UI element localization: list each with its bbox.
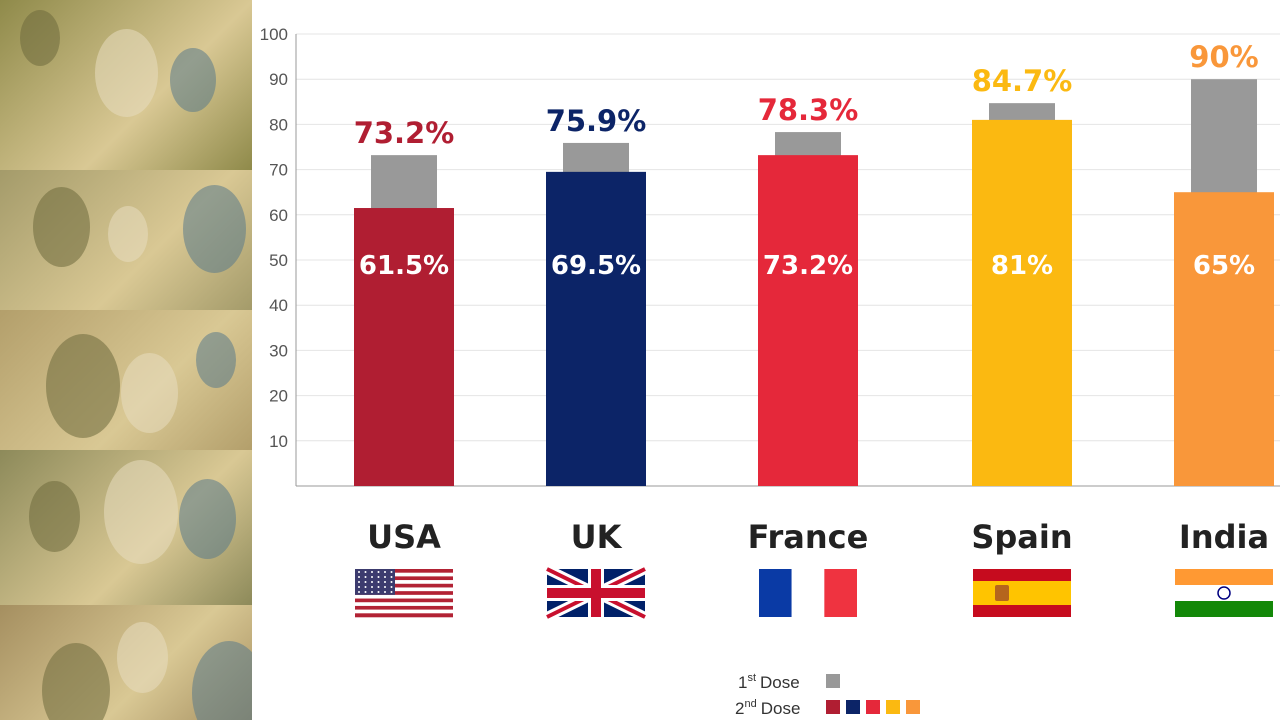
bars [354,79,1274,487]
legend-second-dose-swatch [906,700,920,714]
legend: 1st Dose 2nd Dose [735,672,920,718]
inner-value-label: 69.5% [551,251,641,281]
inner-value-label: 73.2% [763,251,853,281]
photo-tile [0,450,252,608]
legend-second-dose-label: 2nd Dose [735,698,800,718]
legend-first-dose-swatch [826,674,840,688]
spain-flag [973,569,1071,617]
photo-figure [196,332,236,388]
legend-second-dose-swatch [886,700,900,714]
photo-figure [170,48,216,113]
top-value-label: 73.2% [354,116,455,150]
legend-second-dose-swatch [826,700,840,714]
category-label: France [748,518,869,556]
photo-tile [0,0,252,173]
y-tick-label: 80 [269,115,288,134]
uk-flag [544,564,648,622]
top-value-label: 75.9% [546,104,647,138]
bar-second-dose-france [758,155,858,487]
y-tick-label: 40 [269,296,288,315]
photo-figure [29,481,80,553]
france-flag [759,569,857,617]
y-tick-label: 70 [269,161,288,180]
data-labels: 73.2% 61.5% 75.9% 69.5% 78.3% 73.2% 84.7% 81% 90… [354,40,1259,281]
inner-value-label: 65% [1193,251,1255,281]
category-labels: USA UK France Spain India [367,518,1269,556]
y-tick-label: 20 [269,387,288,406]
legend-second-dose-swatch [846,700,860,714]
india-flag [1175,569,1273,617]
photo-figure [179,479,236,559]
flags [355,564,1273,622]
photo-tile [0,310,252,453]
y-axis: 10 20 30 40 50 60 70 80 90 100 [260,25,1280,487]
y-tick-label: 50 [269,251,288,270]
y-tick-label: 30 [269,341,288,360]
y-tick-label: 10 [269,432,288,451]
us-flag [355,569,453,618]
photo-figure [46,334,120,438]
legend-first-dose-label: 1st Dose [738,672,800,692]
photo-figure [20,10,60,66]
inner-value-label: 81% [991,251,1053,281]
photo-tile [0,170,252,313]
bar-second-dose-usa [354,208,454,486]
category-label: USA [367,518,441,556]
vaccination-photo-collage [0,0,252,720]
legend-second-dose-swatches [826,700,920,714]
category-label: India [1179,518,1269,556]
y-tick-label: 100 [260,25,288,44]
photo-figure [33,187,90,267]
legend-second-dose-swatch [866,700,880,714]
photo-figure [121,353,178,433]
bar-second-dose-spain [972,119,1072,486]
y-tick-label: 90 [269,70,288,89]
bar-second-dose-india [1174,192,1274,486]
photo-figure [183,185,246,274]
category-label: UK [571,518,623,556]
inner-value-label: 61.5% [359,251,449,281]
photo-figure [42,643,110,720]
photo-figure [95,29,158,118]
photo-tile [0,605,252,720]
photo-figure [104,460,178,564]
y-tick-label: 60 [269,206,288,225]
photo-figure [108,206,148,262]
top-value-label: 90% [1189,40,1258,74]
photo-figure [117,622,168,694]
top-value-label: 78.3% [758,93,859,127]
category-label: Spain [971,518,1072,556]
bar-second-dose-uk [546,171,646,487]
top-value-label: 84.7% [972,64,1073,98]
